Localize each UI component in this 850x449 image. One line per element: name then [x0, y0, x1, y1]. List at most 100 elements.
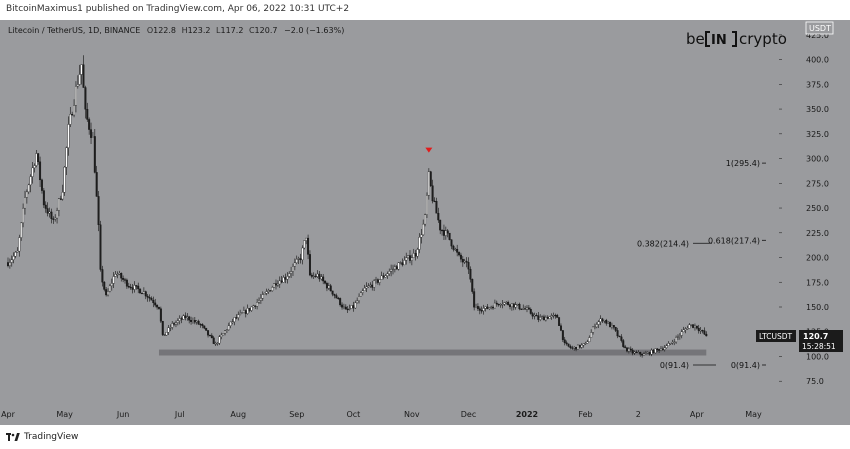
candle-body	[203, 325, 206, 329]
candle	[437, 207, 440, 223]
candle	[565, 340, 568, 346]
candle-body	[648, 352, 651, 355]
candle-body	[288, 273, 291, 277]
candle-body	[222, 333, 225, 336]
candle	[90, 122, 93, 144]
candle	[182, 314, 185, 320]
candle	[433, 197, 436, 203]
candle-body	[575, 346, 578, 350]
candle-body	[629, 348, 632, 351]
candle	[180, 316, 183, 324]
candle-body	[697, 327, 700, 331]
candle-body	[154, 302, 157, 306]
x-tick-label: Jun	[116, 410, 130, 419]
candle	[84, 85, 87, 119]
candle-body	[361, 290, 364, 293]
candle	[507, 300, 510, 306]
price-chart[interactable]: 1(295.4) 0.618(217.4) 0.382(214.4) 0(91.4) 0…	[0, 20, 850, 425]
candle	[258, 297, 260, 305]
candle	[593, 323, 596, 330]
candle	[390, 264, 393, 277]
candle-body	[244, 310, 247, 314]
candle	[669, 343, 672, 345]
candle	[592, 326, 595, 335]
candle-body	[509, 304, 511, 307]
candle	[586, 339, 589, 344]
candle-body	[67, 124, 70, 148]
candle	[52, 216, 55, 224]
candle	[401, 258, 404, 267]
chart-area[interactable]: 1(295.4) 0.618(217.4) 0.382(214.4) 0(91.4) 0…	[0, 20, 850, 425]
candle-body	[278, 280, 281, 285]
candle	[633, 350, 636, 355]
candle	[116, 271, 119, 279]
candle	[567, 343, 570, 348]
candle	[444, 226, 447, 240]
candle	[663, 344, 666, 352]
candle-body	[635, 351, 638, 354]
tradingview-logo[interactable]: TradingView	[6, 431, 78, 443]
candle-body	[661, 348, 664, 350]
fib-level-label: 0(91.4)	[731, 361, 760, 370]
candle	[688, 323, 691, 329]
candle	[480, 306, 483, 314]
candle	[73, 99, 76, 118]
candle	[190, 316, 193, 325]
candle	[631, 348, 634, 356]
candle	[261, 291, 264, 301]
candle-body	[69, 113, 72, 125]
candle-body	[514, 304, 517, 308]
candle	[220, 332, 223, 340]
candle-body	[612, 325, 615, 328]
candle-body	[358, 296, 361, 302]
tradingview-label: TradingView	[24, 432, 79, 442]
candle-body	[595, 324, 598, 328]
candle	[522, 304, 525, 311]
x-tick-label: Dec	[461, 410, 476, 419]
candle	[197, 319, 200, 325]
candle	[299, 253, 302, 264]
candle-body	[210, 335, 213, 339]
candle-body	[256, 302, 259, 307]
candle-body	[422, 223, 425, 236]
candle	[216, 342, 219, 346]
x-tick-label: Feb	[578, 410, 592, 419]
candle	[173, 321, 176, 327]
candle	[107, 288, 109, 297]
candle-body	[103, 281, 106, 290]
candle-body	[7, 262, 9, 267]
candle-body	[365, 286, 368, 289]
y-tick-label: 425.0	[806, 31, 829, 40]
candle-body	[429, 171, 432, 186]
candle-body	[46, 208, 49, 214]
candle-body	[686, 328, 689, 330]
candle-body	[59, 198, 62, 200]
candle	[112, 272, 115, 288]
candle-body	[250, 306, 253, 311]
candle	[512, 303, 515, 311]
candle-body	[331, 290, 334, 295]
candle	[276, 280, 279, 287]
candle	[205, 327, 208, 331]
candle	[193, 316, 196, 325]
price-axis-background	[778, 20, 850, 425]
candle	[624, 344, 627, 349]
candle	[548, 316, 551, 319]
candle	[156, 304, 159, 310]
candle-body	[65, 147, 68, 168]
candle	[643, 351, 645, 356]
candle-body	[276, 283, 279, 286]
candle	[222, 332, 225, 336]
candle	[188, 315, 191, 324]
candle-body	[207, 330, 210, 336]
candle	[101, 265, 104, 287]
candle	[422, 219, 425, 236]
candle	[218, 335, 221, 346]
candle-body	[510, 303, 513, 307]
candle-body	[48, 211, 51, 214]
candle	[537, 312, 540, 323]
candle-body	[76, 84, 79, 87]
candle	[176, 318, 179, 326]
candle-body	[590, 332, 593, 338]
candle-body	[703, 330, 706, 335]
